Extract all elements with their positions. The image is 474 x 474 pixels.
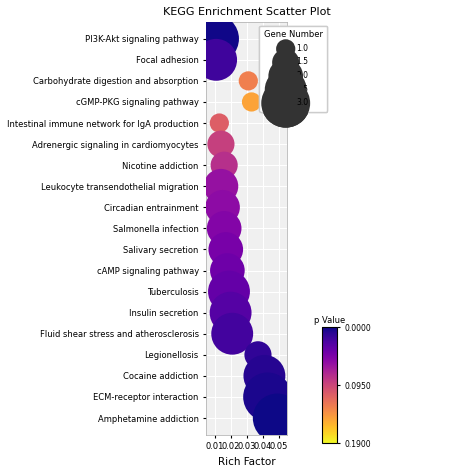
Legend: 1.0, 1.5, 2.0, 2.5, 3.0: 1.0, 1.5, 2.0, 2.5, 3.0 — [259, 26, 328, 112]
Point — [245, 77, 252, 85]
Point — [217, 182, 225, 190]
Point — [224, 267, 231, 274]
Point — [225, 288, 233, 295]
Point — [220, 225, 228, 232]
Point — [248, 98, 255, 106]
Point — [211, 35, 219, 43]
Point — [216, 119, 223, 127]
Point — [222, 246, 229, 253]
Point — [227, 309, 235, 317]
Point — [261, 372, 268, 380]
Point — [219, 203, 227, 211]
Title: KEGG Enrichment Scatter Plot: KEGG Enrichment Scatter Plot — [163, 7, 330, 17]
Point — [212, 56, 220, 64]
Point — [220, 161, 228, 169]
Point — [264, 393, 272, 401]
Point — [254, 351, 262, 359]
X-axis label: Rich Factor: Rich Factor — [218, 457, 275, 467]
Point — [273, 414, 281, 422]
Title: p Value: p Value — [314, 316, 345, 325]
Point — [228, 330, 236, 337]
Point — [217, 140, 225, 148]
